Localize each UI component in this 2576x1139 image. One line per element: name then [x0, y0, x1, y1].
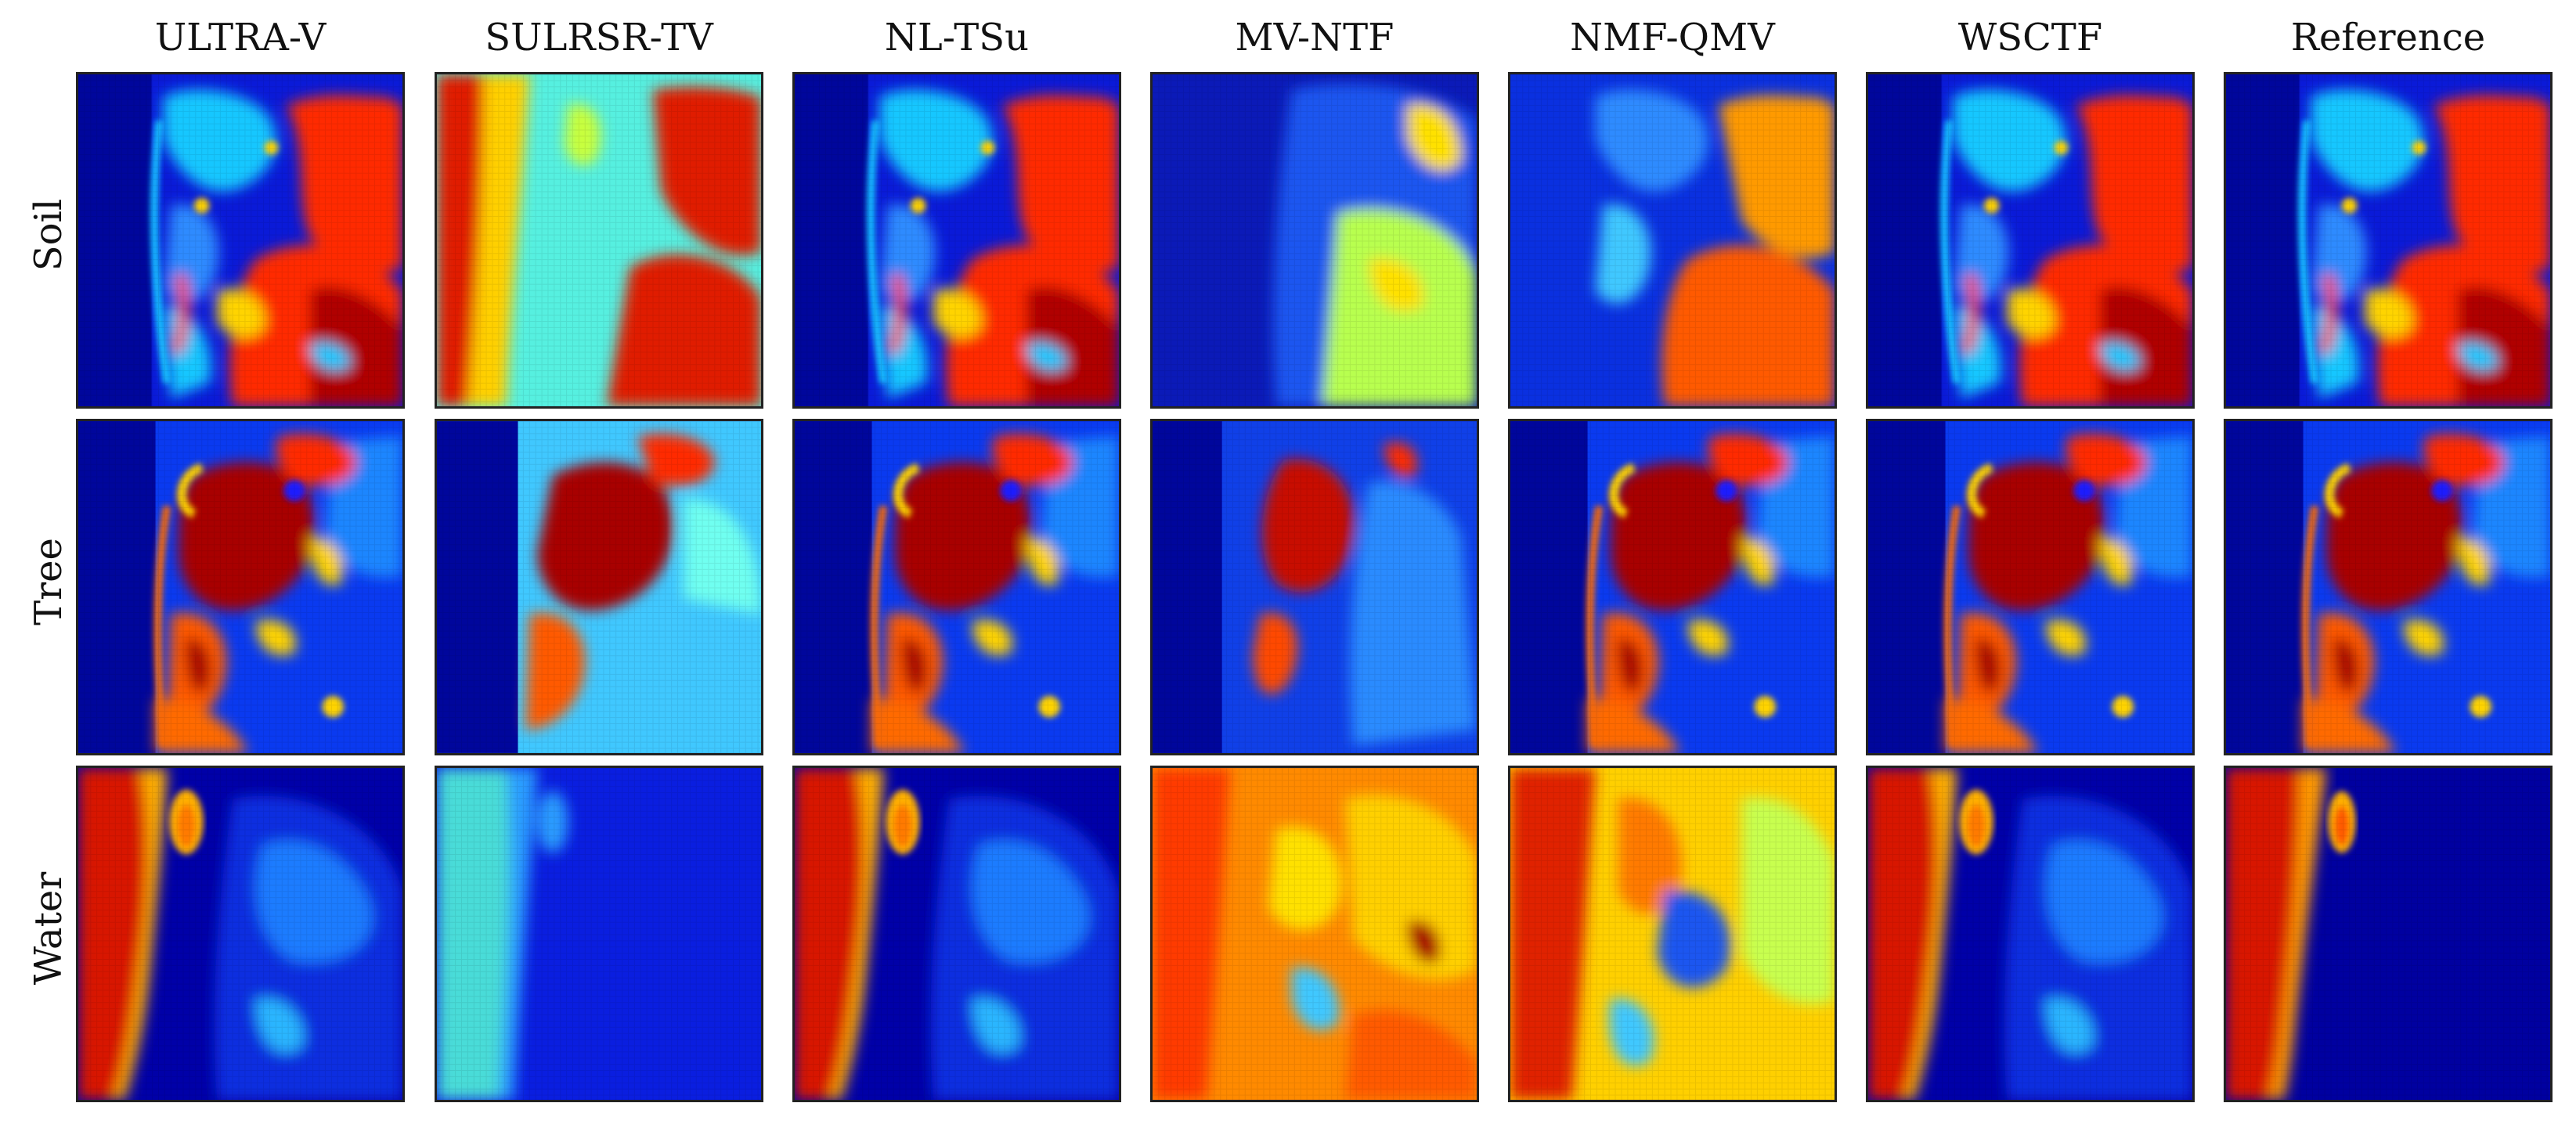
- panel-water-sulrsr-tv: [435, 766, 763, 1102]
- panel-tree-sulrsr-tv: [435, 419, 763, 755]
- panel-soil-sulrsr-tv: [435, 72, 763, 409]
- panel-water-wsctf: [1866, 766, 2195, 1102]
- column-title-wsctf: WSCTF: [1957, 16, 2103, 59]
- panel-water-ultra-v: [76, 766, 405, 1102]
- panel-tree-nl-tsu: [792, 419, 1121, 755]
- column-title-nl-tsu: NL-TSu: [884, 16, 1030, 59]
- panel-tree-wsctf: [1866, 419, 2195, 755]
- row-label-soil: Soil: [27, 198, 71, 272]
- row-label-tree: Tree: [27, 538, 70, 625]
- panel-tree-ultra-v: [76, 419, 405, 755]
- panel-tree-mv-ntf: [1150, 419, 1479, 755]
- panel-soil-mv-ntf: [1150, 72, 1479, 409]
- panel-water-nmf-qmv: [1508, 766, 1837, 1102]
- panel-water-mv-ntf: [1150, 766, 1479, 1102]
- panel-soil-wsctf: [1866, 72, 2195, 409]
- panel-soil-nl-tsu: [792, 72, 1121, 409]
- row-label-water: Water: [27, 871, 71, 986]
- panel-water-nl-tsu: [792, 766, 1121, 1102]
- column-title-mv-ntf: MV-NTF: [1235, 16, 1394, 59]
- panel-water-reference: [2224, 766, 2553, 1102]
- column-title-reference: Reference: [2290, 16, 2486, 59]
- panel-tree-nmf-qmv: [1508, 419, 1837, 755]
- column-title-nmf-qmv: NMF-QMV: [1570, 16, 1775, 59]
- panel-soil-nmf-qmv: [1508, 72, 1837, 409]
- column-title-ultra-v: ULTRA-V: [154, 16, 327, 59]
- panel-tree-reference: [2224, 419, 2553, 755]
- panel-soil-reference: [2224, 72, 2553, 409]
- column-title-sulrsr-tv: SULRSR-TV: [485, 16, 713, 59]
- panel-soil-ultra-v: [76, 72, 405, 409]
